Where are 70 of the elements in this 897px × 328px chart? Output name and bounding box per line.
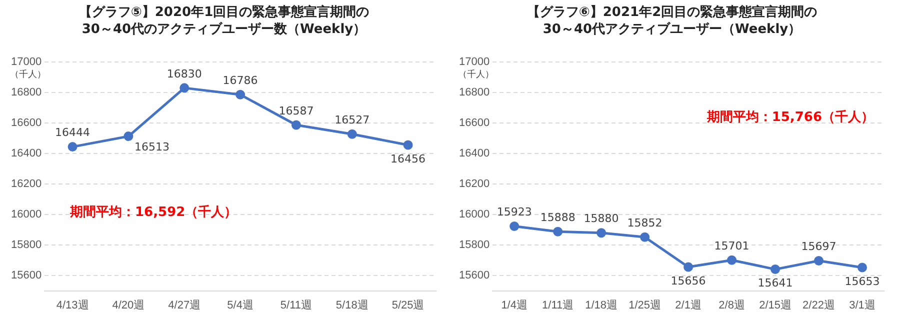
point	[291, 120, 301, 130]
y-tick-label: 16200	[458, 178, 490, 190]
data-label: 16513	[134, 140, 170, 154]
data-label: 15923	[496, 206, 532, 219]
point	[553, 226, 563, 236]
y-tick-label: 16400	[10, 148, 42, 160]
point	[347, 129, 357, 139]
data-label: 16830	[166, 67, 202, 80]
annotation: 期間平均：15,766（千人）	[706, 108, 874, 126]
x-tick-label: 3/1週	[849, 299, 876, 312]
y-tick-label: 16000	[10, 208, 42, 221]
point	[68, 142, 78, 152]
data-label: 15852	[627, 216, 662, 230]
x-tick-label: 1/25週	[628, 299, 662, 312]
y-tick-label: 16200	[10, 178, 42, 190]
data-label: 16786	[222, 74, 258, 87]
x-tick-label: 4/13週	[56, 299, 89, 312]
data-label: 16456	[390, 152, 426, 166]
x-tick-label: 4/20週	[112, 299, 145, 312]
x-tick-label: 1/4週	[501, 299, 528, 312]
x-tick-label: 2/8週	[718, 299, 745, 312]
y-tick-label: 17000	[10, 56, 42, 68]
point	[403, 140, 413, 150]
x-tick-label: 2/22週	[802, 299, 835, 312]
y-tick-label: 15800	[10, 239, 42, 252]
x-tick-label: 4/27週	[168, 299, 201, 312]
annotation: 期間平均：16,592（千人）	[70, 204, 238, 221]
point	[770, 264, 780, 274]
data-label: 15697	[801, 240, 836, 254]
data-label: 16587	[278, 104, 314, 118]
y-tick-label: 16400	[458, 148, 490, 160]
point	[236, 90, 246, 100]
chart-title: 【グラフ⑤】2020年1回目の緊急事態宣言期間の 30～40代のアクティブユーザー数（Weekly）	[78, 4, 370, 39]
data-label: 15656	[670, 274, 706, 288]
point	[727, 255, 737, 265]
point	[684, 262, 694, 272]
x-tick-label: 2/1週	[675, 299, 702, 312]
point	[640, 232, 650, 242]
y-tick-label: 15600	[458, 270, 490, 282]
x-tick-label: 2/15週	[759, 299, 792, 312]
y-tick-label: 17000	[458, 56, 490, 68]
x-tick-label: 5/25週	[392, 299, 424, 312]
data-label: 15888	[540, 210, 576, 224]
point	[596, 228, 606, 238]
x-tick-label: 5/11週	[280, 299, 312, 312]
data-label: 16527	[334, 114, 370, 127]
data-label: 15641	[758, 276, 793, 290]
data-label: 15653	[844, 274, 880, 288]
point	[180, 83, 190, 93]
x-tick-label: 1/18週	[585, 299, 618, 312]
y-axis-title: （千人）	[10, 68, 46, 81]
point	[858, 262, 868, 272]
x-tick-label: 1/11週	[542, 299, 574, 312]
data-label: 15880	[584, 212, 619, 226]
point	[124, 132, 134, 142]
point	[510, 222, 520, 232]
data-label: 16444	[55, 126, 90, 140]
chart-title: 【グラフ⑥】2021年2回目の緊急事態宣言期間の 30～40代アクティブユーザー（Weekly）	[526, 4, 818, 39]
data-label: 15701	[714, 240, 750, 252]
y-axis-title: （千人）	[458, 68, 494, 81]
x-tick-label: 5/18週	[336, 299, 368, 312]
y-tick-label: 15800	[458, 239, 490, 252]
y-tick-label: 16000	[458, 208, 490, 221]
y-tick-label: 16600	[10, 117, 42, 130]
point	[814, 256, 824, 266]
y-tick-label: 16800	[10, 86, 42, 99]
y-tick-label: 16600	[458, 117, 490, 130]
y-tick-label: 16800	[458, 86, 490, 99]
y-tick-label: 15600	[10, 270, 42, 282]
x-tick-label: 5/4週	[227, 299, 254, 312]
